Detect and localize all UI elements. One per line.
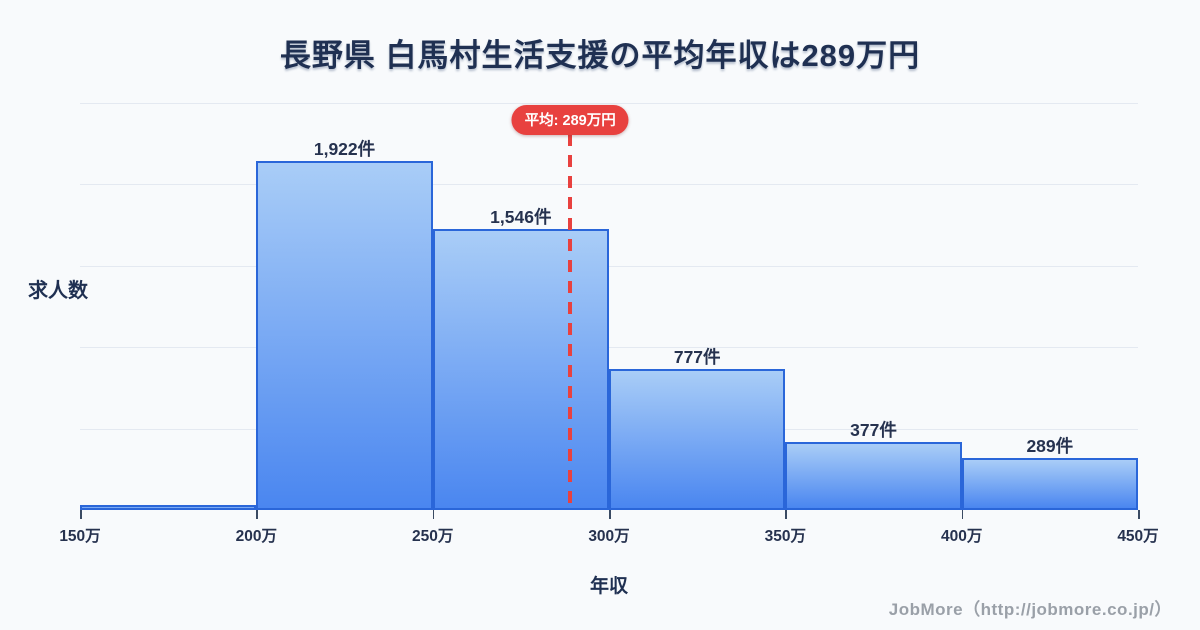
bar-value-label: 289件 bbox=[1026, 435, 1074, 456]
x-tick bbox=[961, 510, 964, 519]
histogram-bar bbox=[80, 504, 257, 510]
average-line bbox=[568, 134, 573, 510]
x-tick-label: 150万 bbox=[59, 528, 101, 545]
footer-credit: JobMore（http://jobmore.co.jp/） bbox=[888, 600, 1172, 619]
x-tick bbox=[80, 510, 82, 519]
gridline bbox=[80, 103, 1138, 104]
histogram-bar bbox=[785, 441, 962, 510]
x-axis-title: 年収 bbox=[589, 576, 629, 597]
x-tick bbox=[1138, 510, 1140, 519]
histogram-bar bbox=[432, 229, 609, 510]
x-tick-label: 450万 bbox=[1117, 528, 1159, 545]
chart-title: 長野県 白馬村生活支援の平均年収は289万円 bbox=[279, 38, 921, 73]
gridline bbox=[80, 347, 1138, 349]
bar-value-label: 777件 bbox=[673, 346, 721, 367]
gridline bbox=[80, 265, 1138, 267]
bar-value-label: 1,546件 bbox=[490, 207, 552, 228]
x-tick bbox=[256, 510, 258, 519]
gridline bbox=[80, 184, 1138, 186]
histogram-bar bbox=[609, 368, 786, 510]
x-tick bbox=[432, 510, 435, 519]
x-tick bbox=[609, 510, 611, 519]
x-tick bbox=[785, 510, 787, 519]
histogram-bar bbox=[961, 457, 1138, 510]
histogram-bar bbox=[256, 160, 433, 510]
average-badge: 平均: 289万円 bbox=[511, 105, 629, 135]
x-tick-label: 200万 bbox=[235, 528, 277, 545]
x-tick-label: 400万 bbox=[941, 528, 983, 545]
bar-value-label: 1,922件 bbox=[313, 138, 376, 159]
y-axis-title: 求人数 bbox=[28, 280, 88, 302]
x-tick-label: 350万 bbox=[764, 528, 806, 545]
x-tick-label: 250万 bbox=[412, 528, 454, 545]
x-tick-label: 300万 bbox=[588, 528, 630, 545]
bar-value-label: 377件 bbox=[850, 419, 897, 440]
